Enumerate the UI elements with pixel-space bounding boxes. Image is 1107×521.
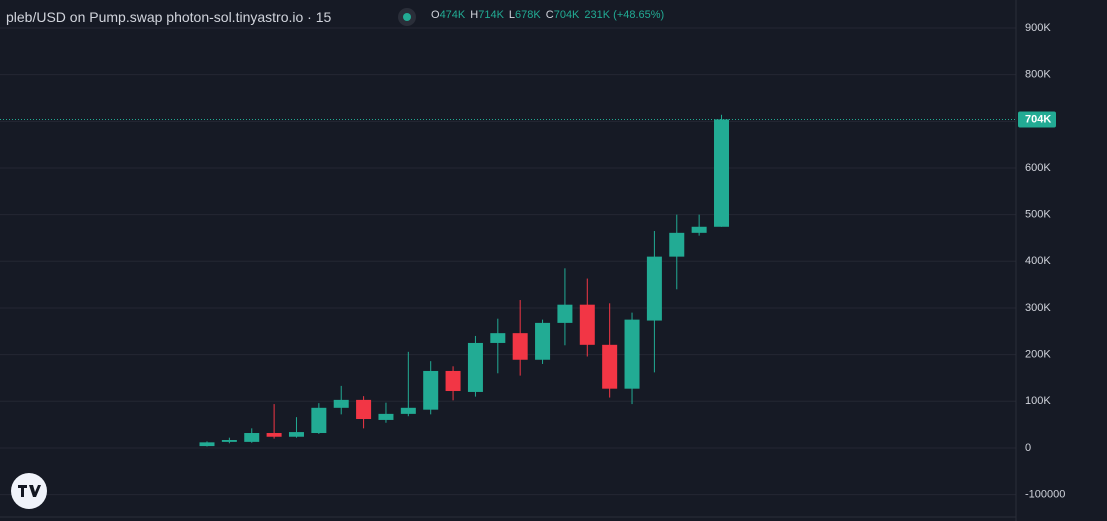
candle-body — [691, 226, 707, 233]
ohlc-key: L — [508, 9, 516, 21]
candle-body — [356, 399, 372, 420]
candle-body — [669, 232, 685, 257]
candles — [0, 114, 1016, 447]
ohlc-value: 704K — [553, 9, 580, 21]
last-price-tag — [1018, 111, 1056, 128]
ohlc-key: O — [431, 9, 440, 21]
candle-body — [602, 344, 618, 389]
candle-body — [333, 399, 349, 408]
candle-body — [646, 256, 662, 321]
change: 231K (+48.65%) — [584, 9, 665, 21]
price-axis: 900K800K700K600K500K400K300K200K100K0-10… — [1018, 22, 1065, 501]
candle-body — [423, 370, 439, 410]
symbol-title[interactable]: pleb/USD on Pump.swap photon-sol.tinyast… — [6, 9, 332, 25]
y-tick-label: 300K — [1025, 302, 1051, 314]
candle-body — [378, 413, 394, 420]
candle-body — [400, 407, 416, 414]
last-price-label: 704K — [1025, 113, 1051, 125]
grid — [0, 27, 1016, 496]
candle-body — [579, 304, 595, 345]
logo-mark — [18, 485, 41, 497]
candle-body — [266, 433, 282, 437]
candle-body — [221, 440, 237, 442]
status-indicator — [398, 8, 416, 26]
candle-body — [288, 432, 304, 437]
y-tick-label: 400K — [1025, 255, 1051, 267]
y-tick-label: 900K — [1025, 22, 1051, 34]
candle-body — [535, 322, 551, 360]
candle-body — [557, 304, 573, 323]
y-tick-label: 100K — [1025, 395, 1051, 407]
y-tick-label: -100000 — [1025, 489, 1065, 501]
candle-body — [512, 333, 528, 360]
candle-body — [445, 370, 461, 392]
ohlc-value: 714K — [478, 9, 504, 21]
ohlc-value: 474K — [439, 9, 466, 21]
ohlc-key: C — [545, 9, 554, 21]
y-tick-label: 600K — [1025, 162, 1051, 174]
candle-body — [490, 333, 506, 343]
candle-body — [467, 342, 483, 392]
y-tick-label: 0 — [1025, 442, 1031, 454]
candle-body — [311, 407, 327, 434]
candle-body — [624, 319, 640, 389]
candle-body — [714, 119, 730, 227]
y-tick-label: 800K — [1025, 69, 1051, 81]
ohlc-value: 678K — [515, 9, 541, 21]
ohlc-legend: O 474K H 714K L 678K C 704K 231K (+48.65%) — [431, 9, 669, 21]
y-tick-label: 500K — [1025, 209, 1051, 221]
ohlc-key: H — [470, 9, 479, 21]
candle-body — [244, 433, 260, 442]
tradingview-logo — [11, 473, 47, 509]
y-tick-label: 200K — [1025, 349, 1051, 361]
candle-body — [199, 442, 215, 447]
logo-circle — [11, 473, 47, 509]
